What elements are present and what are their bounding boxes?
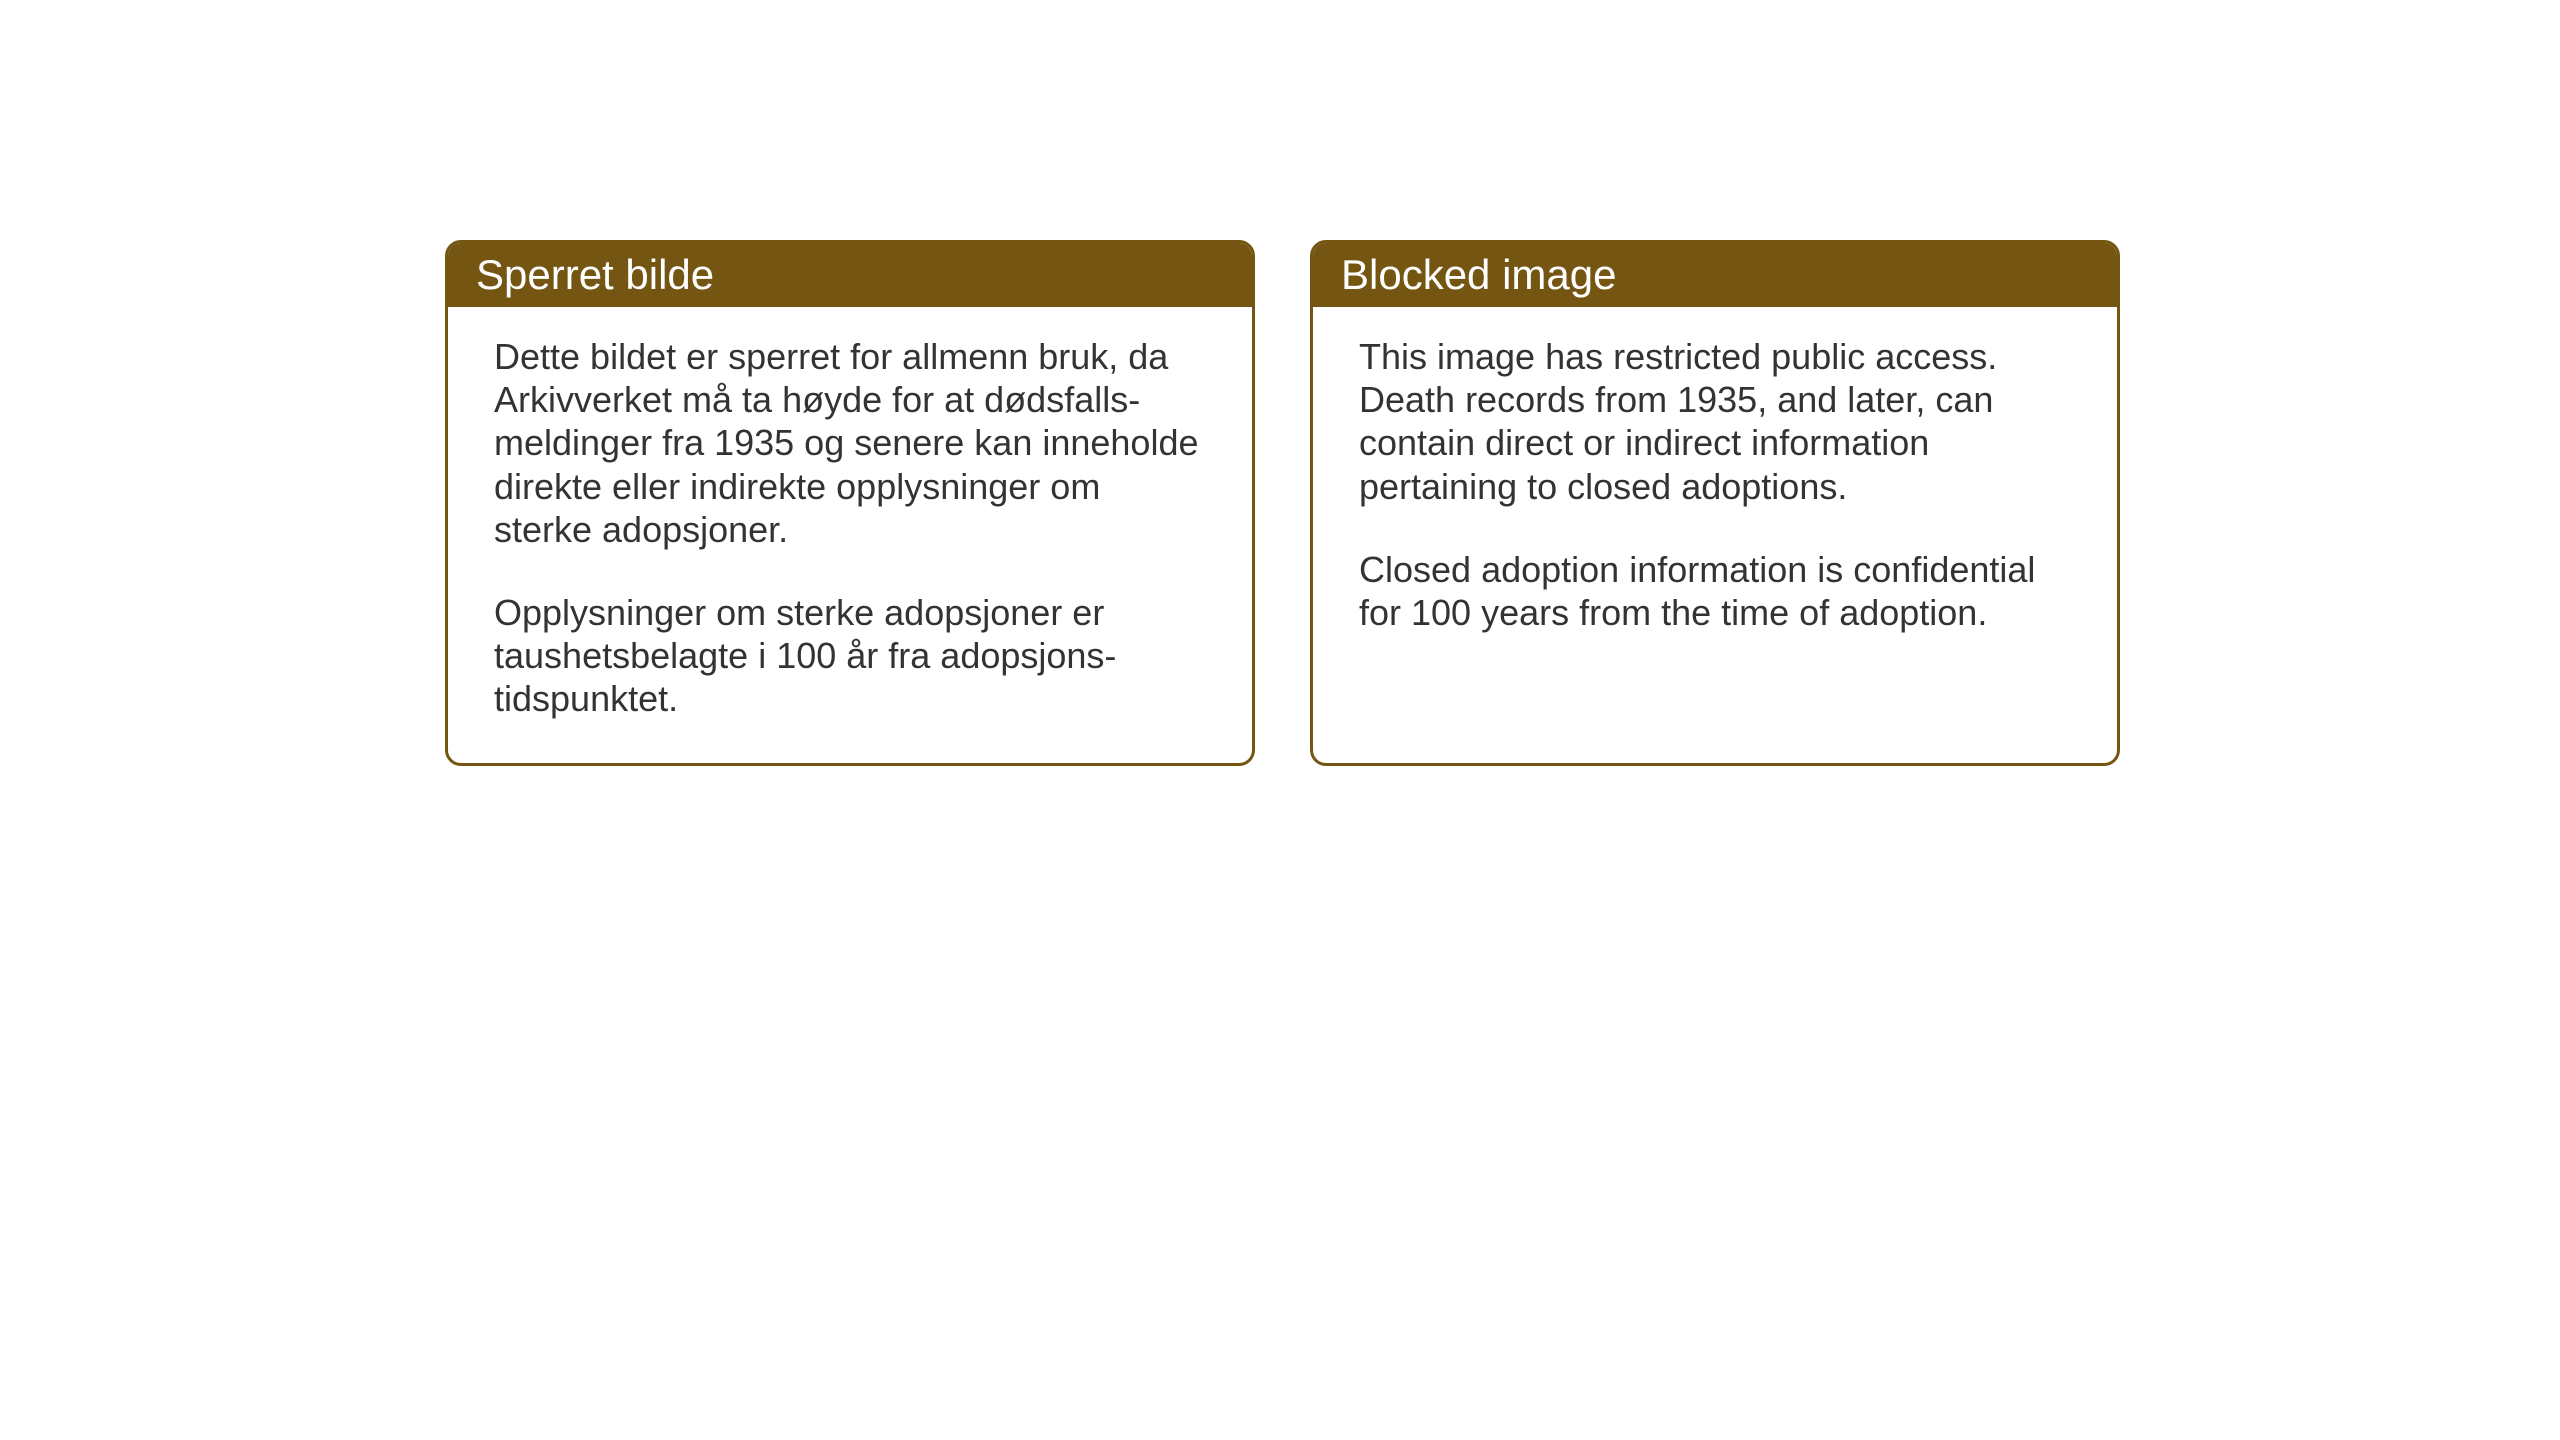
- card-body-norwegian: Dette bildet er sperret for allmenn bruk…: [448, 307, 1252, 763]
- paragraph-1-norwegian: Dette bildet er sperret for allmenn bruk…: [494, 335, 1206, 551]
- paragraph-1-english: This image has restricted public access.…: [1359, 335, 2071, 508]
- notice-container: Sperret bilde Dette bildet er sperret fo…: [445, 240, 2120, 766]
- card-header-english: Blocked image: [1313, 243, 2117, 307]
- paragraph-2-english: Closed adoption information is confident…: [1359, 548, 2071, 634]
- paragraph-2-norwegian: Opplysninger om sterke adopsjoner er tau…: [494, 591, 1206, 721]
- notice-card-norwegian: Sperret bilde Dette bildet er sperret fo…: [445, 240, 1255, 766]
- card-title-norwegian: Sperret bilde: [476, 251, 714, 298]
- card-body-english: This image has restricted public access.…: [1313, 307, 2117, 718]
- card-title-english: Blocked image: [1341, 251, 1616, 298]
- notice-card-english: Blocked image This image has restricted …: [1310, 240, 2120, 766]
- card-header-norwegian: Sperret bilde: [448, 243, 1252, 307]
